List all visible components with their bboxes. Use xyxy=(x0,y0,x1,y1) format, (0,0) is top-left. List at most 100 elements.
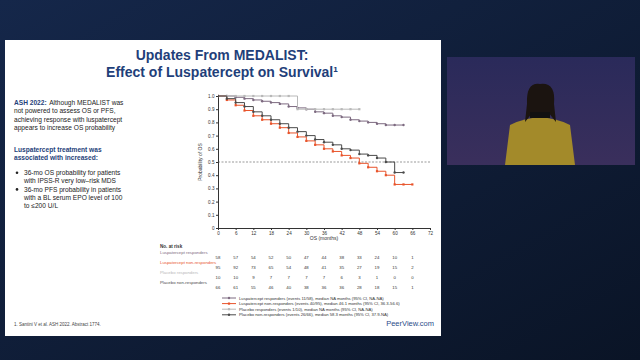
legend: Luspatercept responders (events 11/58), … xyxy=(222,296,400,318)
censor-marker xyxy=(279,127,281,129)
y-tick: 0.8 xyxy=(208,120,218,125)
y-tick: 0.1 xyxy=(208,213,218,218)
censor-marker xyxy=(305,108,307,110)
legend-swatch xyxy=(222,303,236,304)
y-tick-mark xyxy=(216,149,218,150)
at-risk-value: 65 xyxy=(269,265,274,270)
censor-marker xyxy=(270,95,272,97)
censor-marker xyxy=(252,115,254,117)
x-tick-label: 54 xyxy=(375,231,381,236)
x-tick-label: 66 xyxy=(410,231,416,236)
censor-marker xyxy=(314,111,316,113)
at-risk-value: 36 xyxy=(322,285,327,290)
censor-marker xyxy=(261,100,263,102)
censor-marker xyxy=(393,171,395,173)
censor-marker xyxy=(341,108,343,110)
y-axis-line xyxy=(216,97,219,229)
x-axis-title: OS (months) xyxy=(310,235,339,241)
censor-marker xyxy=(288,132,290,134)
at-risk-value: 47 xyxy=(304,255,309,260)
km-curve xyxy=(218,96,412,184)
y-tick-label: 1.0 xyxy=(208,94,215,99)
censor-marker xyxy=(358,108,360,110)
x-tick-mark xyxy=(359,228,360,230)
reference-line xyxy=(218,162,430,163)
censor-marker xyxy=(305,140,307,142)
at-risk-value: 58 xyxy=(216,255,221,260)
at-risk-value: 10 xyxy=(216,275,221,280)
intro-text: not powered to assess OS or PFS, xyxy=(14,107,116,115)
censor-marker xyxy=(358,153,360,155)
x-tick-mark xyxy=(324,228,325,230)
x-tick: 48 xyxy=(357,228,363,236)
at-risk-value: 33 xyxy=(357,255,362,260)
at-risk-value: 18 xyxy=(375,285,380,290)
at-risk-value: 38 xyxy=(304,285,309,290)
at-risk-value: 7 xyxy=(323,275,326,280)
intro-text: appears to increase OS probability xyxy=(14,124,116,132)
section-heading: associated with increased: xyxy=(14,154,98,161)
km-curve xyxy=(218,96,404,173)
x-tick: 18 xyxy=(269,228,275,236)
at-risk-value: 3 xyxy=(358,275,361,280)
bullet-text: with a BL serum EPO level of 100 xyxy=(23,194,123,201)
bullet-text: 36-mo PFS probability in patients xyxy=(24,186,122,194)
legend-swatch xyxy=(222,314,236,315)
speaker-body xyxy=(505,118,575,166)
censor-marker xyxy=(341,154,343,156)
footnote: 1. Santini V et al. ASH 2022. Abstract 1… xyxy=(14,322,101,327)
censor-marker xyxy=(287,126,289,128)
legend-label: Luspatercept non-responders (events 40/9… xyxy=(239,301,400,306)
censor-marker xyxy=(226,97,228,99)
y-tick-mark xyxy=(216,96,218,97)
speaker-hair xyxy=(525,84,556,122)
censor-marker xyxy=(305,134,307,136)
censor-marker xyxy=(402,171,404,173)
censor-marker xyxy=(270,119,272,121)
at-risk-value: 2 xyxy=(411,265,414,270)
bullet-text: to ≤200 U/L xyxy=(24,202,58,209)
censor-marker xyxy=(243,109,245,111)
at-risk-value: 52 xyxy=(269,255,274,260)
at-risk-value: 1 xyxy=(411,255,414,260)
x-tick-label: 12 xyxy=(251,231,257,236)
y-tick-label: 0.4 xyxy=(208,173,215,178)
at-risk-value: 6 xyxy=(340,275,343,280)
censor-marker xyxy=(243,97,245,99)
x-tick-label: 48 xyxy=(357,231,363,236)
at-risk-value: 24 xyxy=(375,255,380,260)
censor-marker xyxy=(394,183,396,185)
x-tick-label: 72 xyxy=(428,231,434,236)
y-tick-mark xyxy=(216,122,218,123)
at-risk-value: 57 xyxy=(233,255,238,260)
y-tick-label: 0 xyxy=(212,226,215,231)
intro-line: Although MEDALIST was xyxy=(49,99,124,107)
y-tick-label: 0.7 xyxy=(208,134,215,139)
bullet-dot xyxy=(16,172,19,175)
background xyxy=(0,0,640,360)
at-risk-value: 61 xyxy=(233,285,238,290)
slide-title: Updates From MEDALIST: xyxy=(136,47,309,63)
x-tick-mark xyxy=(412,228,413,230)
legend-swatch xyxy=(222,309,236,310)
legend-marker xyxy=(228,303,230,305)
censor-marker xyxy=(332,108,334,110)
at-risk-value: 92 xyxy=(233,265,238,270)
at-risk-value: 40 xyxy=(286,285,291,290)
censor-marker xyxy=(288,95,290,97)
slide-panel xyxy=(5,40,441,336)
at-risk-value: 0 xyxy=(411,275,414,280)
at-risk-row-name: Luspatercept responders xyxy=(160,250,208,255)
y-tick: 0 xyxy=(212,226,218,231)
at-risk-row-name: Placebo responders xyxy=(160,270,198,275)
video-frame xyxy=(447,57,635,165)
brand: PeerView.com xyxy=(386,319,434,328)
at-risk-value: 28 xyxy=(357,285,362,290)
censor-marker xyxy=(349,157,351,159)
at-risk-value: 9 xyxy=(252,275,255,280)
y-tick-label: 0.8 xyxy=(208,120,215,125)
plot-area xyxy=(218,95,430,186)
at-risk-value: 10 xyxy=(233,275,238,280)
y-tick: 0.4 xyxy=(208,173,218,178)
censor-marker xyxy=(323,108,325,110)
